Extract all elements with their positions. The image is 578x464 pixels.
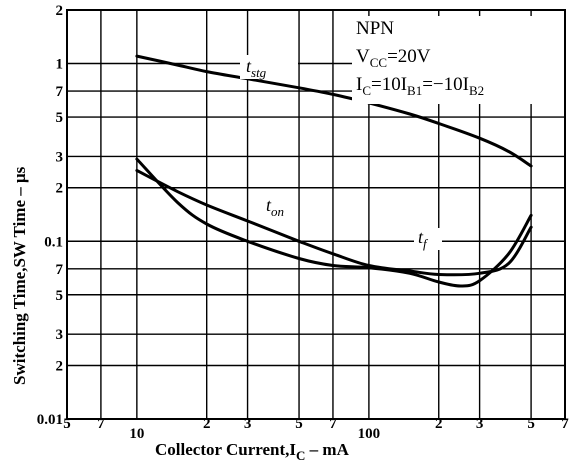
y-tick-label: 5 xyxy=(56,110,64,126)
y-tick-label: 7 xyxy=(56,84,64,100)
annotation-ic: IC=10IB1=−10IB2 xyxy=(356,74,484,98)
y-tick-label: 2 xyxy=(56,3,64,19)
x-tick-label: 7 xyxy=(97,416,105,432)
tick-labels: 5 7 10 2 3 5 7 100 2 3 5 7 0.01 2 3 5 7 0.1 2 3 5 7 1 2 xyxy=(37,3,570,442)
series-label-tf-main: t xyxy=(418,227,424,247)
series-tf-line xyxy=(135,157,533,288)
series-tstg-line xyxy=(135,54,533,168)
x-tick-label: 100 xyxy=(358,426,381,442)
curves xyxy=(135,54,533,288)
plot-frame xyxy=(66,9,566,420)
series-label-tf: tf xyxy=(414,227,442,251)
series-label-ton-sub: on xyxy=(271,204,284,219)
conditions-annotation: NPN VCC=20V IC=10IB1=−10IB2 xyxy=(352,16,564,104)
y-tick-label: 0.01 xyxy=(37,412,63,428)
y-tick-label: 0.1 xyxy=(44,234,63,250)
x-tick-label: 3 xyxy=(476,416,484,432)
y-tick-label: 7 xyxy=(56,262,64,278)
x-tick-label: 2 xyxy=(203,416,211,432)
y-tick-label: 2 xyxy=(56,358,64,374)
svg-text:ton: ton xyxy=(266,195,284,219)
y-tick-label: 2 xyxy=(56,181,64,197)
y-tick-label: 5 xyxy=(56,288,64,304)
annotation-npn: NPN xyxy=(356,18,394,39)
annotation-vcc: VCC=20V xyxy=(356,46,431,70)
x-tick-label: 2 xyxy=(435,416,443,432)
y-tick-label: 1 xyxy=(56,57,64,73)
x-tick-label: 5 xyxy=(295,416,303,432)
series-label-tstg-main: t xyxy=(246,56,252,76)
y-tick-label: 3 xyxy=(56,149,64,165)
x-tick-label: 10 xyxy=(129,426,144,442)
x-tick-label: 5 xyxy=(527,416,535,432)
x-tick-label: 5 xyxy=(63,416,71,432)
series-label-ton-main: t xyxy=(266,195,272,215)
y-axis-title: Switching Time,SW Time – μs xyxy=(10,166,29,385)
series-label-ton: ton xyxy=(266,195,284,219)
series-label-tstg: tstg xyxy=(240,55,298,80)
x-tick-label: 7 xyxy=(561,416,569,432)
svg-text:tf: tf xyxy=(418,227,429,251)
svg-text:tstg: tstg xyxy=(246,56,267,80)
x-axis-title: Collector Current,IC – mA xyxy=(155,440,350,463)
series-ton-line xyxy=(135,169,533,277)
series-label-tstg-sub: stg xyxy=(251,65,267,80)
x-tick-label: 3 xyxy=(244,416,252,432)
y-tick-label: 3 xyxy=(56,327,64,343)
x-tick-label: 7 xyxy=(329,416,337,432)
series-label-tf-sub: f xyxy=(423,236,429,251)
